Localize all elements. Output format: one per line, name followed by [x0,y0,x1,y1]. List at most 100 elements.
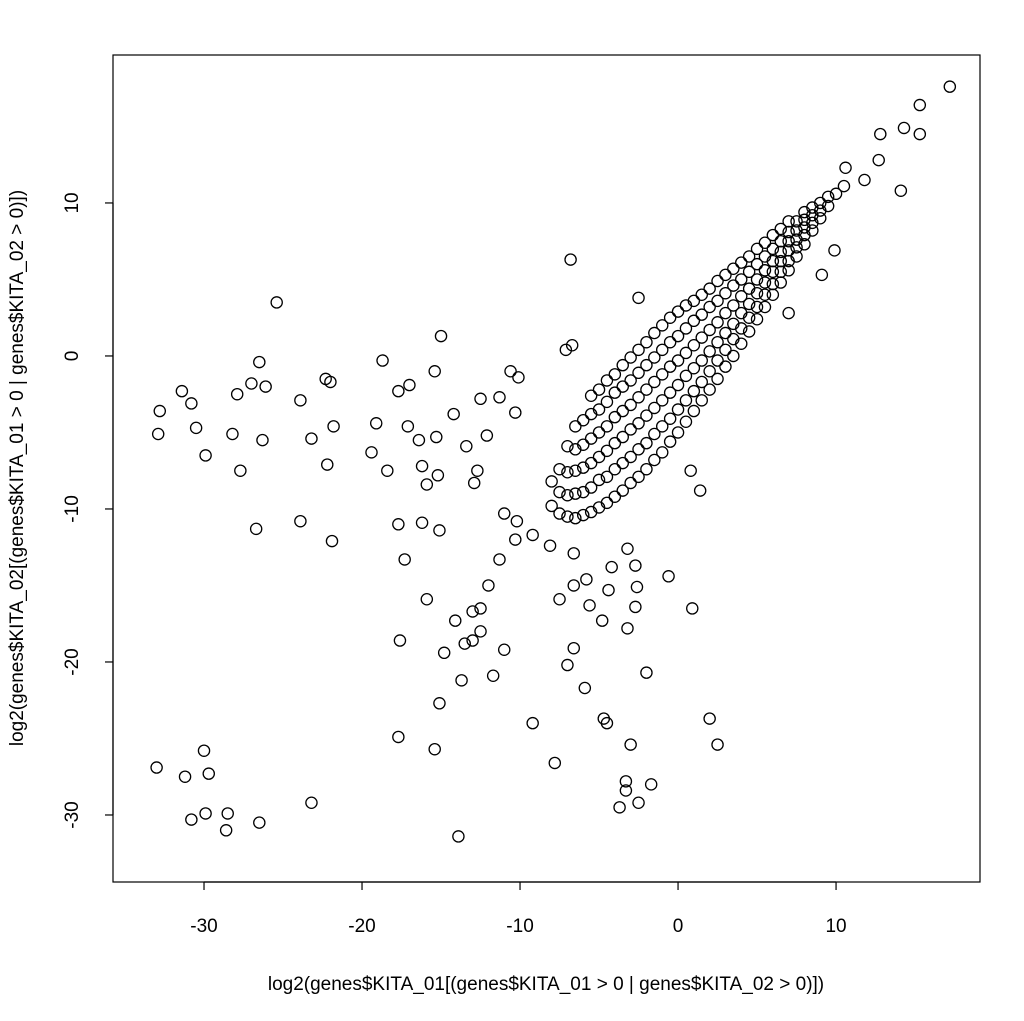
point [509,406,522,419]
point [782,234,795,248]
point [433,697,446,710]
point [913,98,927,112]
point [624,398,637,412]
point [412,433,426,447]
point [545,499,558,513]
point [703,300,716,314]
point [616,380,629,393]
point [750,257,764,271]
point [447,407,460,421]
point [758,236,772,249]
point [814,196,827,210]
point [564,253,577,266]
point [624,374,637,387]
point [565,339,579,352]
point [727,279,740,292]
point [734,256,748,269]
point [829,187,843,201]
point [595,614,609,627]
y-tick-label: 10 [62,192,83,213]
point [686,602,699,615]
point [270,296,283,309]
point [226,427,239,441]
point [616,430,629,444]
point [567,641,581,655]
points [150,80,957,843]
point [553,462,566,476]
point [662,570,675,583]
x-tick-label: 10 [825,916,846,937]
point [580,573,593,586]
point [619,784,633,797]
point [806,224,819,237]
point [711,738,724,751]
point [894,184,908,197]
point [561,465,574,479]
point [742,265,756,279]
point [415,459,429,473]
point [671,305,685,318]
point [711,354,724,367]
point [543,539,557,552]
point [663,335,677,349]
point [294,394,307,407]
point [874,127,887,141]
point [616,404,629,418]
point [619,775,633,788]
point [742,250,756,263]
point [512,371,525,384]
point [583,599,596,612]
point [471,464,484,477]
point [663,360,677,373]
point [684,464,697,477]
point [592,473,606,487]
point [474,625,487,638]
point [608,386,622,399]
point [640,358,653,372]
point [734,290,748,303]
point [434,329,448,343]
point [837,179,851,193]
point [624,450,637,464]
point [719,306,732,320]
point [621,542,634,556]
point [632,470,645,484]
point [569,487,582,500]
point [640,462,653,476]
point [758,276,772,289]
point [703,345,716,358]
point [687,314,701,328]
point [178,770,192,783]
plot-frame [112,54,981,883]
point [458,637,471,650]
point [474,602,487,615]
point [632,291,645,305]
point [839,161,852,175]
point [742,311,756,324]
point [663,412,677,425]
point [821,199,835,213]
point [553,592,566,606]
point [616,456,629,470]
point [576,508,590,522]
point [774,234,787,248]
point [734,337,748,350]
point [608,368,622,381]
point [703,282,716,295]
point [727,299,740,312]
point [858,173,871,187]
point [663,311,677,324]
point [640,335,653,349]
point [608,462,622,476]
point [576,413,590,427]
point [466,634,479,647]
point [256,433,269,447]
point [703,712,716,725]
point [369,417,383,430]
point [750,242,764,256]
point [774,265,787,279]
point [553,485,566,499]
point [600,395,614,409]
point [567,547,581,560]
